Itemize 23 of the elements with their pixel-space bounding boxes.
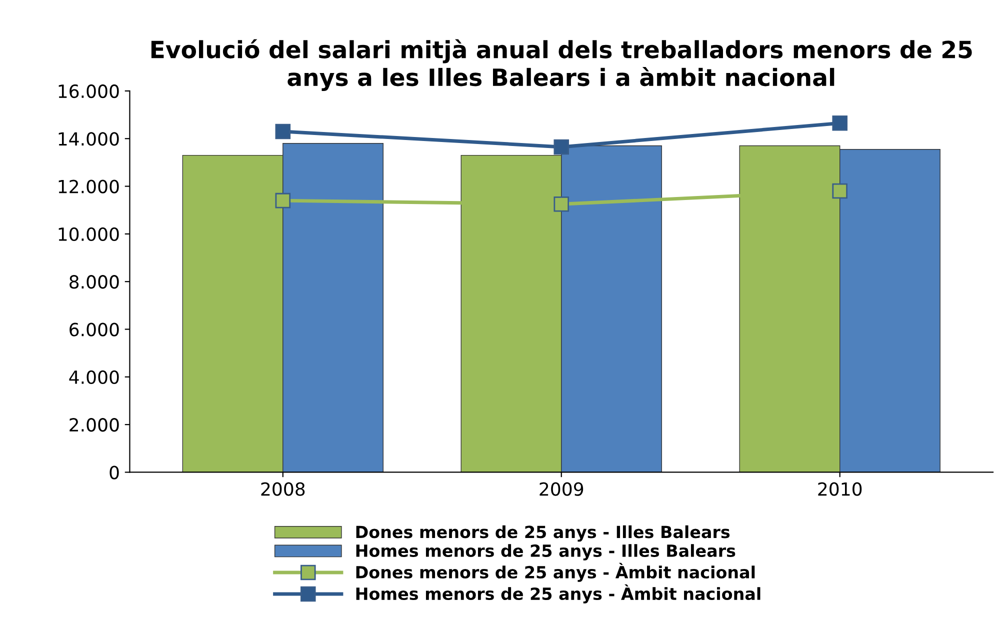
y-tick-label: 8.000 <box>70 275 119 289</box>
y-tick-label: 12.000 <box>58 180 119 194</box>
y-tick-label: 6.000 <box>70 322 119 336</box>
point <box>832 183 848 199</box>
x-tick-label: 2009 <box>540 482 584 496</box>
y-tick-label: 16.000 <box>58 84 119 98</box>
point <box>275 192 291 208</box>
y-tick-label: 10.000 <box>58 227 119 242</box>
legend-label: Homes menors de 25 anys - Àmbit nacional <box>356 584 760 604</box>
point <box>554 139 570 155</box>
chart-title: Evolució del salari mitjà anual dels treballadors menors de 25 anys a les Illes Balears i a àmbit nacional <box>151 39 972 91</box>
y-tick-label: 0 <box>110 466 119 480</box>
y-tick-label: 14.000 <box>58 132 119 146</box>
y-tick-label: 2.000 <box>70 418 119 432</box>
legend-label: Dones menors de 25 anys - Àmbit nacional <box>356 562 755 582</box>
y-tick-label: 4.000 <box>69 370 119 384</box>
point <box>832 115 848 131</box>
x-tick-label: 2008 <box>261 482 305 496</box>
x-tick-label: 2010 <box>818 482 862 496</box>
point <box>554 196 570 212</box>
legend-label: Homes menors de 25 anys - Illes Balears <box>356 544 736 560</box>
legend-label: Dones menors de 25 anys - Illes Balears <box>356 525 730 542</box>
point <box>275 124 291 140</box>
